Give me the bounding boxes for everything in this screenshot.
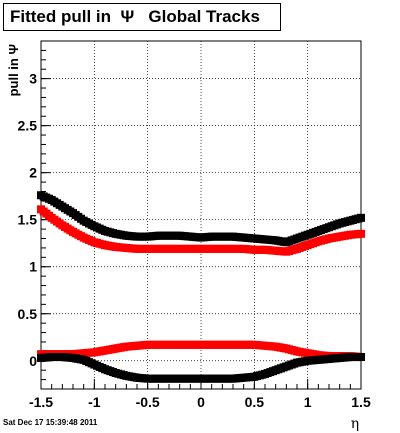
y-tick-label: 3 (29, 71, 37, 87)
y-tick-label: 1 (29, 259, 37, 275)
x-tick-label: 1.5 (351, 394, 371, 410)
y-tick-label: 1.5 (18, 212, 38, 228)
chart-title-box: Fitted pull in Ψ Global Tracks (3, 3, 281, 31)
data-point (357, 229, 365, 238)
x-tick-label: -0.5 (136, 394, 160, 410)
series-3 (37, 353, 365, 383)
y-tick-label: 0 (29, 353, 37, 369)
series-1 (37, 205, 365, 256)
y-axis-label: pull in Ψ (6, 44, 21, 96)
y-tick-label: 2.5 (18, 118, 38, 134)
data-point (357, 353, 365, 362)
data-markers (37, 191, 365, 383)
y-tick-label: 0.5 (18, 306, 38, 322)
y-tick-label: 2 (29, 165, 37, 181)
x-axis-label: η (351, 416, 359, 432)
timestamp: Sat Dec 17 15:39:48 2011 (3, 418, 98, 427)
grid (41, 41, 361, 389)
x-tick-label: 0 (197, 394, 205, 410)
x-tick-label: -1 (88, 394, 101, 410)
tick-labels: -1.5 -1 -0.5 0 0.5 1 1.5 0 0.5 1 1.5 2 2.5 3 (18, 71, 371, 410)
x-tick-label: -1.5 (29, 394, 53, 410)
chart-title: Fitted pull in Ψ Global Tracks (10, 7, 260, 26)
x-tick-label: 0.5 (245, 394, 265, 410)
x-tick-label: 1 (304, 394, 312, 410)
series-0 (37, 191, 365, 247)
data-point (357, 213, 365, 222)
